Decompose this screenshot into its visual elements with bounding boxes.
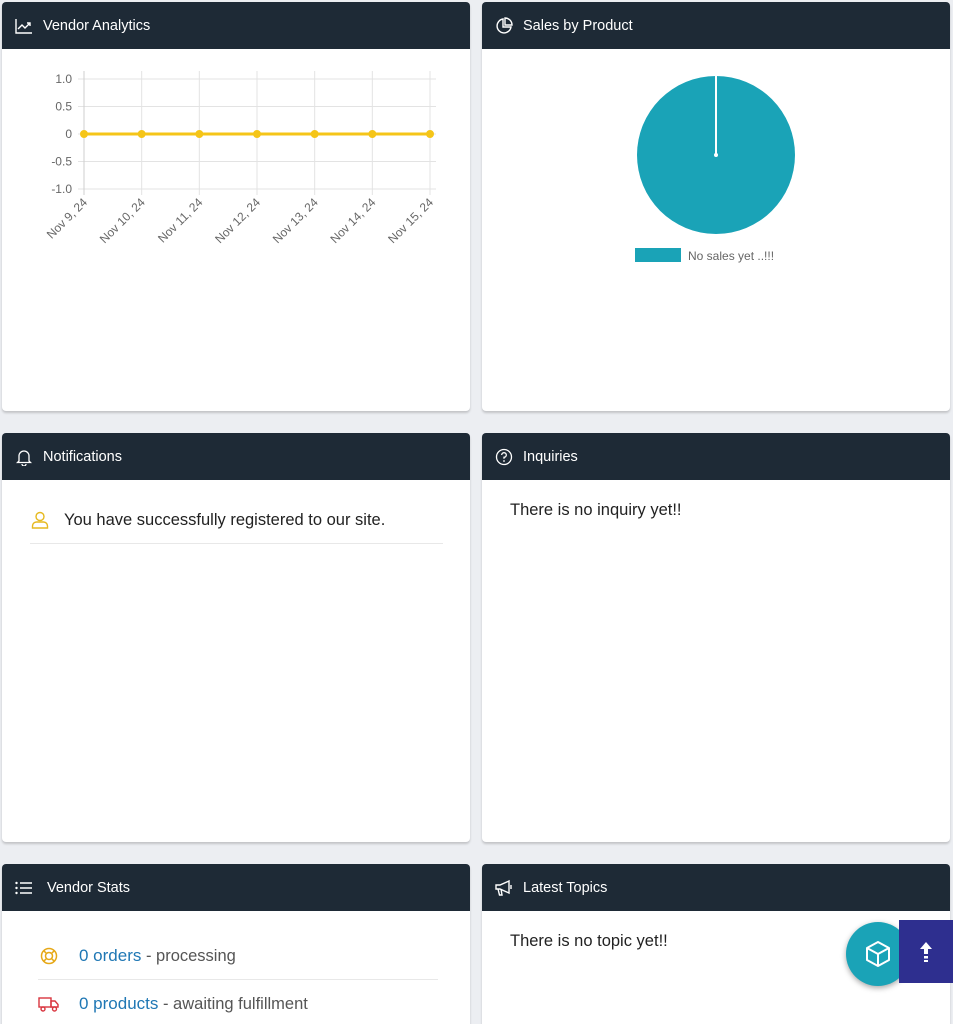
y-tick-label: 1.0 [55,72,72,86]
stat-row-products: 0 products - awaiting fulfillment [38,984,438,1024]
notification-item[interactable]: You have successfully registered to our … [30,510,443,544]
x-tick-label: Nov 15, 24 [385,195,436,246]
pie-center-dot [714,153,718,157]
data-point [253,130,261,138]
stat-row-orders: 0 orders - processing [38,936,438,976]
data-point [426,130,434,138]
card-title: Latest Topics [523,879,608,896]
card-title: Vendor Analytics [43,17,151,34]
data-point [310,130,319,138]
x-tick-label: Nov 12, 24 [212,195,263,246]
y-tick-label: 0 [65,127,72,141]
products-link[interactable]: 0 products [79,994,159,1013]
orders-desc: - processing [141,946,236,965]
inquiries-header: Inquiries [482,433,950,480]
sales-by-product-header: Sales by Product [482,2,950,49]
life-ring-icon [38,945,60,967]
scroll-top-button[interactable] [899,920,953,983]
topics-empty-text: There is no topic yet!! [510,932,668,950]
sales-by-product-chart: No sales yet ..!!! [635,76,795,263]
cube-icon [863,939,893,969]
stat-divider [38,979,438,980]
x-tick-label: Nov 10, 24 [97,195,148,246]
vendor-analytics-header: Vendor Analytics [2,2,470,49]
notification-text: You have successfully registered to our … [64,511,386,529]
y-tick-label: 0.5 [55,100,72,114]
notifications-header: Notifications [2,433,470,480]
notifications-card: Notifications You have successfully regi… [2,433,470,842]
pie-chart-icon [494,16,514,36]
card-title: Sales by Product [523,17,633,34]
data-point [80,130,88,138]
orders-link[interactable]: 0 orders [79,946,142,965]
y-tick-label: -1.0 [51,182,72,196]
vendor-stats-header: Vendor Stats [2,864,470,911]
products-desc: - awaiting fulfillment [158,994,308,1013]
line-chart-icon [14,16,34,36]
latest-topics-header: Latest Topics [482,864,950,911]
x-tick-label: Nov 9, 24 [44,195,90,241]
x-tick-label: Nov 11, 24 [155,195,206,246]
data-point [368,130,377,138]
vendor-stats-card: Vendor Stats 0 orders - processing 0 pro… [2,864,470,1024]
user-icon [30,510,50,530]
x-tick-label: Nov 14, 24 [328,195,379,246]
bell-icon [14,447,34,467]
list-icon [14,878,34,898]
inquiries-card: Inquiries There is no inquiry yet!! [482,433,950,842]
legend-label: No sales yet ..!!! [688,249,774,263]
megaphone-icon [494,878,514,898]
y-tick-label: -0.5 [51,155,72,169]
truck-icon [38,993,60,1015]
legend-swatch [635,248,681,262]
vendor-analytics-card: Vendor Analytics 1.0 0.5 0 -0.5 -1.0 Nov 9, 2… [2,2,470,411]
x-tick-label: Nov 13, 24 [270,195,321,246]
question-circle-icon [494,447,514,467]
card-title: Inquiries [523,448,578,465]
arrow-up-icon [918,940,934,964]
data-point [195,130,204,138]
card-title: Notifications [43,448,122,465]
inquiries-empty-text: There is no inquiry yet!! [510,501,682,519]
card-title: Vendor Stats [47,879,131,896]
data-point [137,130,146,138]
sales-by-product-card: Sales by Product No sales yet ..!!! [482,2,950,411]
